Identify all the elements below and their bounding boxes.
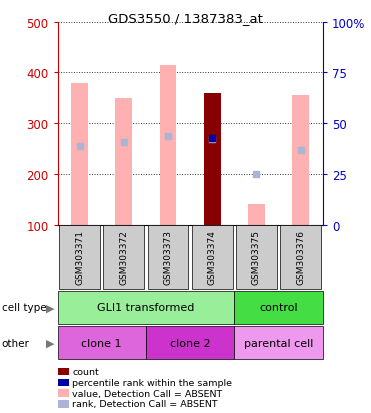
Text: GLI1 transformed: GLI1 transformed [97,303,195,313]
Bar [234,291,323,324]
Bar [115,99,132,225]
Bar [204,93,221,225]
Text: other: other [2,338,30,348]
Text: GSM303376: GSM303376 [296,230,305,285]
Text: GSM303373: GSM303373 [164,230,173,285]
Text: control: control [259,303,298,313]
Text: ▶: ▶ [46,338,54,348]
Text: ▶: ▶ [46,303,54,313]
Bar [58,326,146,359]
Bar [160,66,177,225]
Bar [292,96,309,225]
Bar [192,225,233,289]
Text: rank, Detection Call = ABSENT: rank, Detection Call = ABSENT [72,399,218,408]
Bar [234,326,323,359]
Text: percentile rank within the sample: percentile rank within the sample [72,378,232,387]
Text: clone 1: clone 1 [82,338,122,348]
Text: GSM303375: GSM303375 [252,230,261,285]
Bar [104,225,144,289]
Text: parental cell: parental cell [244,338,313,348]
Bar [59,225,100,289]
Bar [58,291,234,324]
Text: cell type: cell type [2,303,46,313]
Text: GDS3550 / 1387383_at: GDS3550 / 1387383_at [108,12,263,24]
Bar [236,225,277,289]
Text: GSM303371: GSM303371 [75,230,84,285]
Bar [248,205,265,225]
Text: GSM303372: GSM303372 [119,230,128,285]
Bar [148,225,188,289]
Bar [204,93,221,225]
Text: count: count [72,367,99,376]
Bar [146,326,234,359]
Bar [71,83,88,225]
Text: clone 2: clone 2 [170,338,210,348]
Text: value, Detection Call = ABSENT: value, Detection Call = ABSENT [72,389,223,398]
Text: GSM303374: GSM303374 [208,230,217,285]
Bar [280,225,321,289]
